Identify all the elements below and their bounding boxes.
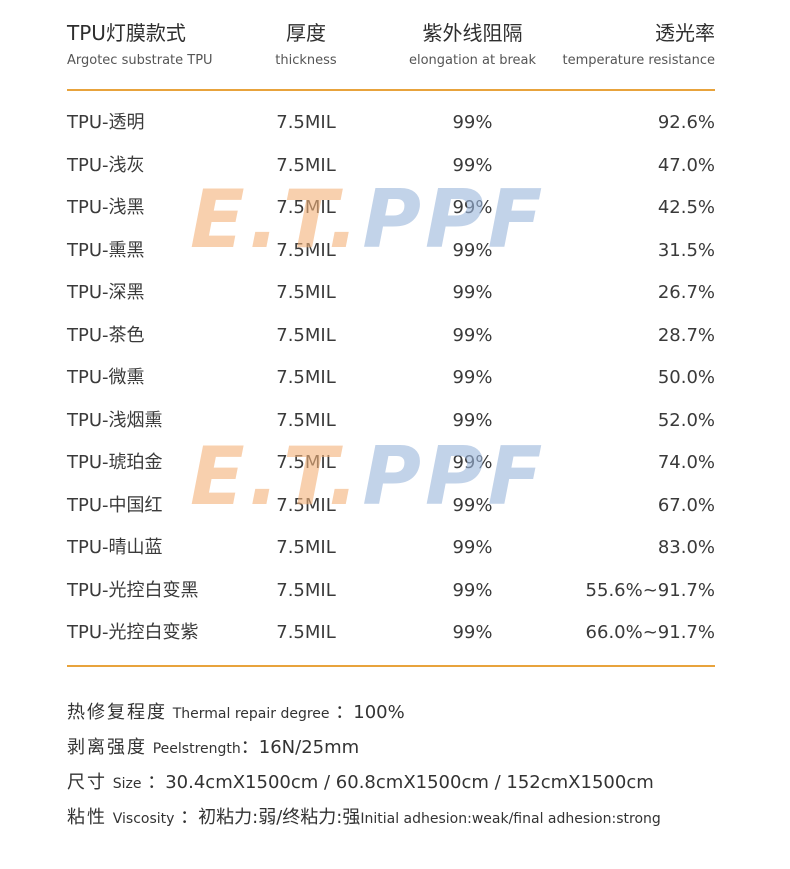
spec-notes: 热修复程度 Thermal repair degree ：100% 剥离强度 P… <box>67 695 767 835</box>
cell-uv: 99% <box>452 112 493 133</box>
header-style-subtitle: Argotec substrate TPU <box>67 53 213 68</box>
header-transmittance-title: 透光率 <box>655 21 715 45</box>
cell-style: TPU-浅灰 <box>67 154 145 176</box>
header-thickness: 厚度 thickness <box>246 20 366 70</box>
cell-style: TPU-光控白变黑 <box>67 579 199 601</box>
cell-thickness: 7.5MIL <box>276 579 336 601</box>
cell-uv: 99% <box>452 324 493 346</box>
table-row: TPU-深黑 7.5MIL 99% 26.7% <box>0 272 790 315</box>
cell-transmittance: 26.7% <box>657 282 715 303</box>
table-header: TPU灯膜款式 Argotec substrate TPU 厚度 thickne… <box>0 20 790 80</box>
note-thermal-repair: 热修复程度 Thermal repair degree ：100% <box>67 702 405 723</box>
cell-transmittance: 55.6%~91.7% <box>585 579 715 601</box>
cell-thickness: 7.5MIL <box>276 622 336 643</box>
header-uv-title: 紫外线阻隔 <box>422 21 523 45</box>
note-size: 尺寸 Size ：30.4cmX1500cm / 60.8cmX1500cm /… <box>67 772 654 793</box>
header-transmittance: 透光率 temperature resistance <box>562 20 715 70</box>
note-peel-strength: 剥离强度 Peelstrength：16N/25mm <box>67 737 360 758</box>
table-bottom-divider <box>67 665 715 667</box>
cell-uv: 99% <box>452 494 493 516</box>
cell-style: TPU-光控白变紫 <box>67 622 199 643</box>
cell-uv: 99% <box>452 197 493 218</box>
header-transmittance-subtitle: temperature resistance <box>562 53 715 68</box>
table-row: TPU-光控白变紫 7.5MIL 99% 66.0%~91.7% <box>0 612 790 655</box>
cell-transmittance: 83.0% <box>657 537 715 558</box>
table-row: TPU-晴山蓝 7.5MIL 99% 83.0% <box>0 527 790 570</box>
cell-style: TPU-茶色 <box>67 324 145 346</box>
cell-uv: 99% <box>452 622 493 643</box>
cell-style: TPU-中国红 <box>67 494 163 516</box>
cell-thickness: 7.5MIL <box>276 494 336 516</box>
table-row: TPU-琥珀金 7.5MIL 99% 74.0% <box>0 442 790 485</box>
header-uv-subtitle: elongation at break <box>408 53 537 68</box>
cell-uv: 99% <box>452 409 493 431</box>
note-viscosity: 粘性 Viscosity ：初粘力:弱/终粘力:强Initial adhesio… <box>67 807 661 828</box>
cell-thickness: 7.5MIL <box>276 324 336 346</box>
table-row: TPU-微熏 7.5MIL 99% 50.0% <box>0 357 790 400</box>
cell-transmittance: 31.5% <box>657 239 715 261</box>
cell-uv: 99% <box>452 367 493 388</box>
cell-style: TPU-晴山蓝 <box>67 537 163 558</box>
cell-uv: 99% <box>452 452 493 473</box>
cell-transmittance: 28.7% <box>657 324 715 346</box>
cell-style: TPU-琥珀金 <box>67 452 163 473</box>
table-row: TPU-透明 7.5MIL 99% 92.6% <box>0 102 790 145</box>
cell-transmittance: 52.0% <box>657 409 715 431</box>
header-uv: 紫外线阻隔 elongation at break <box>400 20 545 70</box>
table-row: TPU-中国红 7.5MIL 99% 67.0% <box>0 485 790 528</box>
cell-thickness: 7.5MIL <box>276 197 336 218</box>
cell-transmittance: 74.0% <box>657 452 715 473</box>
cell-thickness: 7.5MIL <box>276 537 336 558</box>
table-body: TPU-透明 7.5MIL 99% 92.6% TPU-浅灰 7.5MIL 99% 47.0%… <box>0 102 790 655</box>
watermark-top: E.T.PPF <box>190 173 547 266</box>
watermark-bottom: E.T.PPF <box>190 430 547 523</box>
cell-style: TPU-深黑 <box>67 282 145 303</box>
table-row: TPU-光控白变黑 7.5MIL 99% 55.6%~91.7% <box>0 570 790 613</box>
cell-transmittance: 67.0% <box>657 494 715 516</box>
cell-thickness: 7.5MIL <box>276 239 336 261</box>
cell-thickness: 7.5MIL <box>276 367 336 388</box>
cell-thickness: 7.5MIL <box>276 282 336 303</box>
cell-uv: 99% <box>452 282 493 303</box>
table-row: TPU-浅黑 7.5MIL 99% 42.5% <box>0 187 790 230</box>
cell-style: TPU-透明 <box>67 112 145 133</box>
cell-uv: 99% <box>452 579 493 601</box>
table-row: TPU-浅灰 7.5MIL 99% 47.0% <box>0 145 790 188</box>
cell-thickness: 7.5MIL <box>276 452 336 473</box>
cell-uv: 99% <box>452 154 493 176</box>
cell-transmittance: 47.0% <box>657 154 715 176</box>
cell-style: TPU-浅黑 <box>67 197 145 218</box>
cell-uv: 99% <box>452 537 493 558</box>
header-divider <box>67 89 715 91</box>
table-row: TPU-熏黑 7.5MIL 99% 31.5% <box>0 230 790 273</box>
cell-thickness: 7.5MIL <box>276 112 336 133</box>
cell-style: TPU-熏黑 <box>67 239 145 261</box>
cell-transmittance: 50.0% <box>657 367 715 388</box>
cell-transmittance: 66.0%~91.7% <box>585 622 715 643</box>
header-style-title: TPU灯膜款式 <box>67 21 186 45</box>
table-row: TPU-茶色 7.5MIL 99% 28.7% <box>0 315 790 358</box>
cell-thickness: 7.5MIL <box>276 154 336 176</box>
cell-uv: 99% <box>452 239 493 261</box>
header-thickness-subtitle: thickness <box>275 53 337 68</box>
header-thickness-title: 厚度 <box>286 21 326 45</box>
cell-style: TPU-浅烟熏 <box>67 409 163 431</box>
cell-transmittance: 42.5% <box>657 197 715 218</box>
cell-thickness: 7.5MIL <box>276 409 336 431</box>
header-style: TPU灯膜款式 Argotec substrate TPU <box>67 20 213 70</box>
table-row: TPU-浅烟熏 7.5MIL 99% 52.0% <box>0 400 790 443</box>
cell-style: TPU-微熏 <box>67 367 145 388</box>
cell-transmittance: 92.6% <box>657 112 715 133</box>
